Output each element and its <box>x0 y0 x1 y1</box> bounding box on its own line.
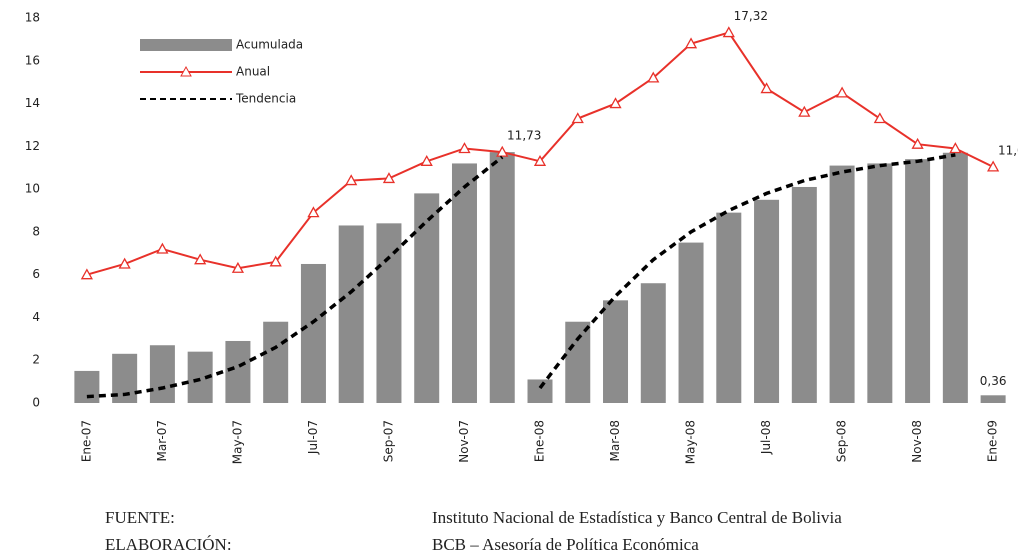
x-tick-label: Jul-07 <box>306 420 320 455</box>
bar <box>716 212 742 403</box>
footer-label: FUENTE: <box>105 508 175 527</box>
marker <box>760 82 773 94</box>
bar <box>414 193 440 403</box>
marker <box>722 26 735 38</box>
bar <box>338 225 364 403</box>
legend-swatch <box>140 39 232 51</box>
marker <box>798 105 811 117</box>
x-tick-label: Sep-07 <box>381 420 395 462</box>
y-tick-label: 10 <box>25 182 40 196</box>
y-tick-label: 0 <box>32 396 40 410</box>
bar <box>451 163 477 403</box>
x-tick-label: May-08 <box>684 420 698 464</box>
bar <box>300 263 326 403</box>
marker <box>609 97 622 109</box>
footer-text: Instituto Nacional de Estadística y Banc… <box>432 508 842 527</box>
marker <box>911 137 924 149</box>
bar <box>678 242 704 403</box>
line <box>86 31 994 276</box>
y-tick-label: 16 <box>25 53 40 67</box>
marker <box>194 253 207 265</box>
y-tick-label: 18 <box>25 11 40 25</box>
x-tick-label: Ene-09 <box>986 420 1000 462</box>
marker <box>307 206 320 218</box>
trend-line <box>86 155 504 399</box>
legend-label: Tendencia <box>235 92 296 106</box>
legend-marker <box>180 65 192 77</box>
x-tick-label: Mar-08 <box>608 420 622 461</box>
marker <box>382 172 396 184</box>
data-label: 11,04 <box>998 143 1018 157</box>
bar <box>905 159 931 403</box>
bar <box>565 321 591 403</box>
marker <box>80 268 93 280</box>
bar <box>791 186 817 403</box>
marker <box>118 257 131 269</box>
data-label: 17,32 <box>734 9 768 23</box>
marker <box>156 242 169 254</box>
data-label: 11,73 <box>507 129 541 143</box>
y-tick-label: 8 <box>32 224 40 238</box>
trend-line <box>538 153 956 390</box>
marker <box>269 255 282 267</box>
legend-label: Acumulada <box>236 38 303 52</box>
marker <box>835 86 849 98</box>
bar <box>942 152 968 403</box>
y-tick-label: 4 <box>32 310 40 324</box>
bar <box>74 370 100 403</box>
marker <box>987 160 1000 172</box>
footer-text: BCB – Asesoría de Política Económica <box>432 535 699 554</box>
x-tick-label: Mar-07 <box>155 420 169 461</box>
bar <box>376 223 402 403</box>
bar <box>527 379 553 403</box>
marker <box>647 71 660 83</box>
x-tick-label: May-07 <box>230 420 244 464</box>
x-tick-label: Ene-07 <box>79 420 93 462</box>
marker <box>496 145 509 157</box>
y-tick-label: 2 <box>32 353 40 367</box>
marker <box>949 142 962 154</box>
marker <box>345 174 358 186</box>
data-label: 0,36 <box>980 374 1007 388</box>
marker <box>420 154 433 166</box>
footer-label: ELABORACIÓN: <box>105 535 232 554</box>
bar <box>603 300 629 403</box>
y-tick-label: 6 <box>32 267 40 281</box>
marker <box>458 142 471 154</box>
marker <box>231 261 245 273</box>
bar <box>829 165 855 403</box>
legend-label: Anual <box>236 65 270 79</box>
y-tick-label: 12 <box>25 139 40 153</box>
bar <box>225 340 251 403</box>
bar <box>640 283 666 403</box>
marker <box>684 37 698 49</box>
x-tick-label: Nov-07 <box>457 420 471 463</box>
marker <box>571 112 584 124</box>
bar <box>754 199 780 403</box>
bar <box>149 345 175 403</box>
marker <box>533 154 547 166</box>
bar <box>867 163 893 403</box>
x-tick-label: Jul-08 <box>759 420 773 455</box>
bar <box>489 152 515 403</box>
x-tick-label: Sep-08 <box>835 420 849 462</box>
bar <box>263 321 289 403</box>
x-tick-label: Ene-08 <box>533 420 547 462</box>
x-tick-label: Nov-08 <box>910 420 924 463</box>
y-tick-label: 14 <box>25 96 40 110</box>
bar <box>980 395 1006 403</box>
marker <box>873 112 886 124</box>
